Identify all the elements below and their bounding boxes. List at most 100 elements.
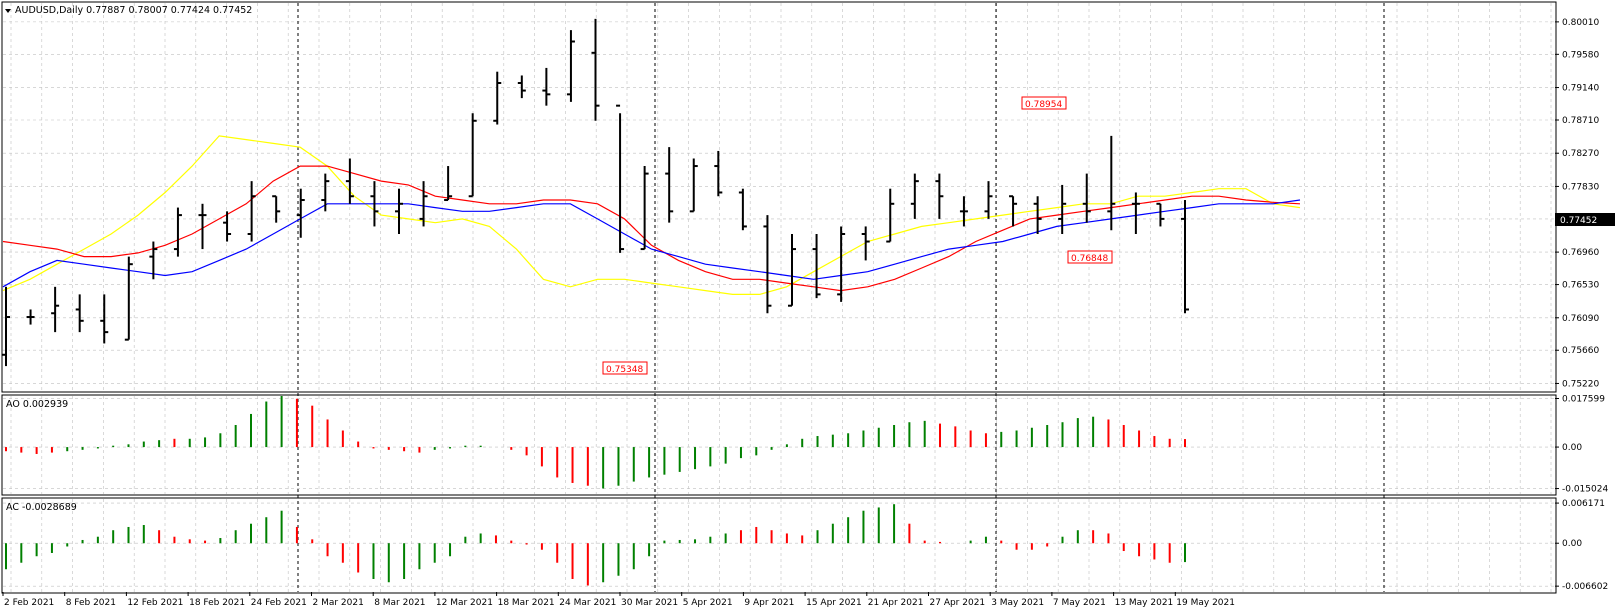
x-tick-label: 18 Feb 2021 — [189, 598, 245, 608]
x-tick-label: 13 May 2021 — [1115, 598, 1174, 608]
current-price-tag — [1555, 213, 1615, 226]
ohlc-bar — [100, 294, 109, 344]
ohlc-bar — [26, 309, 35, 325]
ohlc-bar — [149, 241, 158, 280]
ohlc-bar — [763, 215, 772, 314]
ohlc-bar — [517, 75, 526, 99]
ohlc-bar — [1009, 195, 1018, 227]
price-panel-frame — [1, 1, 1557, 393]
x-tick-label: 12 Mar 2021 — [436, 598, 493, 608]
y-tick-label: 0.80010 — [1562, 18, 1599, 28]
x-tick-label: 21 Apr 2021 — [868, 598, 924, 608]
ohlc-bar — [935, 173, 944, 219]
ma-slow-line — [2, 199, 1301, 288]
y-tick-label: 0.00 — [1562, 443, 1582, 453]
ac-histogram — [5, 504, 1186, 586]
ohlc-bar — [542, 67, 551, 106]
ma-mid-line — [2, 165, 1301, 292]
ohlc-bar — [173, 207, 182, 257]
price-bars — [2, 18, 1189, 367]
y-tick-label: 0.00 — [1562, 539, 1582, 549]
x-tick-label: 2 Feb 2021 — [4, 598, 54, 608]
x-axis-labels: 2 Feb 2021 8 Feb 2021 12 Feb 2021 18 Feb 20… — [2, 592, 1235, 608]
annotation-label: 0.76848 — [1071, 254, 1108, 264]
ao-header: AO 0.002939 — [6, 399, 68, 410]
ac-panel-frame — [1, 497, 1557, 594]
ohlc-bar — [861, 226, 870, 261]
x-tick-label: 24 Feb 2021 — [251, 598, 307, 608]
ohlc-bar — [738, 188, 747, 231]
ohlc-bar — [812, 233, 821, 299]
price-annotation: 0.76848 — [1067, 250, 1113, 264]
x-tick-label: 8 Feb 2021 — [66, 598, 116, 608]
x-tick-label: 12 Feb 2021 — [127, 598, 183, 608]
ohlc-bar — [886, 188, 895, 243]
ohlc-bar — [566, 30, 575, 102]
ohlc-bar — [419, 181, 428, 227]
ohlc-bar — [1033, 196, 1042, 234]
ohlc-bar — [616, 104, 625, 253]
y-tick-label: -0.006602 — [1562, 582, 1608, 592]
price-annotation: 0.78954 — [1021, 96, 1067, 110]
ohlc-bar — [124, 256, 133, 341]
ohlc-bar — [591, 18, 600, 121]
ohlc-bar — [984, 181, 993, 219]
ohlc-bar — [1082, 173, 1091, 223]
ac-header: AC -0.0028689 — [6, 502, 77, 513]
x-tick-label: 19 May 2021 — [1176, 598, 1235, 608]
ohlc-bar — [444, 166, 453, 202]
ohlc-bar — [788, 233, 796, 307]
y-tick-label: -0.015024 — [1562, 485, 1608, 495]
symbol-header: AUDUSD,Daily 0.77887 0.78007 0.77424 0.7… — [15, 5, 252, 16]
y-tick-label: 0.77830 — [1562, 182, 1599, 192]
ohlc-bar — [75, 294, 84, 333]
y-tick-label: 0.78270 — [1562, 149, 1599, 159]
y-tick-label: 0.006171 — [1562, 499, 1605, 509]
x-tick-label: 9 Apr 2021 — [744, 598, 794, 608]
ohlc-bar — [493, 71, 502, 125]
ohlc-bar — [1156, 202, 1165, 227]
ohlc-bar — [689, 158, 698, 213]
ohlc-bar — [1058, 184, 1067, 234]
x-tick-label: 30 Mar 2021 — [621, 598, 678, 608]
ohlc-bar — [51, 286, 60, 333]
y-tick-label: 0.75660 — [1562, 346, 1599, 356]
period-separators — [297, 3, 1385, 592]
x-tick-label: 27 Apr 2021 — [930, 598, 986, 608]
ohlc-bar — [714, 150, 723, 197]
ohlc-bar — [837, 226, 846, 302]
ohlc-bar — [321, 173, 330, 212]
ohlc-bar — [910, 173, 919, 219]
ohlc-bar — [223, 211, 232, 242]
ohlc-bar — [468, 113, 477, 198]
ohlc-bar — [1181, 200, 1189, 314]
y-tick-label: 0.79140 — [1562, 84, 1599, 94]
ohlc-bar — [198, 203, 207, 250]
ohlc-bar — [345, 158, 354, 204]
y-tick-label: 0.75220 — [1562, 379, 1599, 389]
y-tick-label: 0.017599 — [1562, 394, 1605, 404]
ohlc-bar — [959, 196, 968, 227]
y-tick-label: 0.76090 — [1562, 314, 1599, 324]
ohlc-bar — [640, 166, 649, 251]
ohlc-bar — [247, 181, 256, 242]
x-tick-label: 8 Mar 2021 — [374, 598, 425, 608]
ohlc-bar — [1107, 135, 1116, 231]
ohlc-bar — [665, 147, 674, 223]
annotation-label: 0.78954 — [1025, 100, 1062, 110]
x-tick-label: 18 Mar 2021 — [498, 598, 555, 608]
ao-panel-frame — [1, 394, 1557, 496]
ohlc-bar — [1131, 192, 1140, 234]
current-price-label: 0.77452 — [1560, 216, 1597, 226]
collapse-triangle-icon[interactable] — [5, 9, 11, 13]
price-annotation: 0.75348 — [602, 361, 648, 375]
x-tick-label: 15 Apr 2021 — [806, 598, 862, 608]
y-axis-labels: 0.80010 0.79580 0.79140 0.78710 0.78270 0.778… — [1555, 18, 1608, 592]
x-tick-label: 2 Mar 2021 — [313, 598, 364, 608]
y-tick-label: 0.78710 — [1562, 116, 1599, 126]
ohlc-bar — [2, 286, 10, 367]
x-tick-label: 3 May 2021 — [991, 598, 1044, 608]
price-annotations: 0.78954 0.76848 0.75348 — [602, 96, 1113, 375]
ao-histogram — [5, 396, 1186, 489]
